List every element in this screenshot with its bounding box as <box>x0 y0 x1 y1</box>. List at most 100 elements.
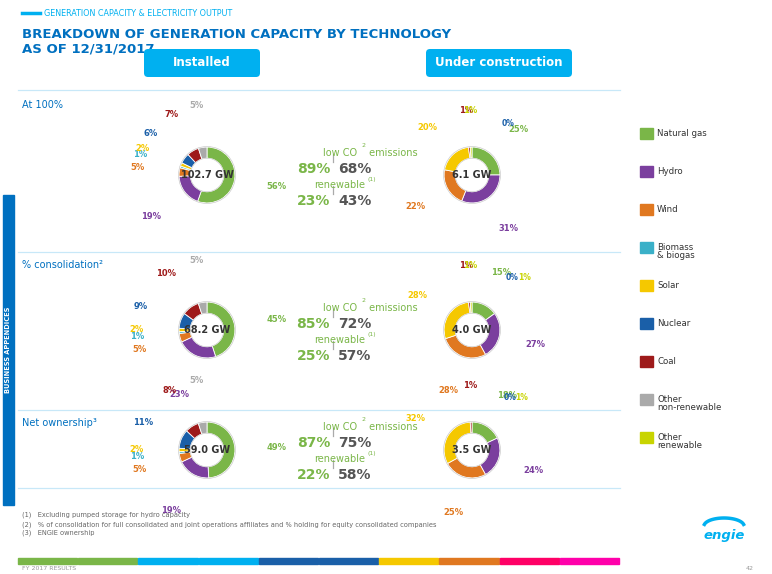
Text: 6.1 GW: 6.1 GW <box>452 170 492 180</box>
Bar <box>198 558 258 564</box>
Text: Coal: Coal <box>657 356 676 366</box>
Text: BUSINESS APPENDICES: BUSINESS APPENDICES <box>5 307 12 393</box>
Wedge shape <box>181 163 192 170</box>
Wedge shape <box>444 302 470 339</box>
Text: 28%: 28% <box>438 386 458 395</box>
Text: 1%: 1% <box>133 150 147 159</box>
Text: engie: engie <box>703 529 745 542</box>
Text: emissions: emissions <box>366 148 418 158</box>
Text: 1%: 1% <box>463 261 477 270</box>
Text: 45%: 45% <box>266 315 286 324</box>
Text: 0%: 0% <box>506 273 519 282</box>
Wedge shape <box>179 431 195 449</box>
Text: 19%: 19% <box>141 212 161 221</box>
Text: 10%: 10% <box>156 269 176 278</box>
Wedge shape <box>179 448 190 452</box>
Wedge shape <box>198 302 207 314</box>
Text: FY 2017 RESULTS: FY 2017 RESULTS <box>22 566 76 571</box>
Text: 1%: 1% <box>130 332 144 341</box>
Wedge shape <box>198 422 207 434</box>
Bar <box>640 204 653 215</box>
Wedge shape <box>207 422 235 478</box>
Text: 25%: 25% <box>444 508 464 517</box>
Text: 49%: 49% <box>267 443 287 452</box>
Text: (3)   ENGIE ownership: (3) ENGIE ownership <box>22 530 94 537</box>
Text: GENERATION CAPACITY & ELECTRICITY OUTPUT: GENERATION CAPACITY & ELECTRICITY OUTPUT <box>44 9 232 17</box>
Text: 18%: 18% <box>497 391 516 400</box>
Text: non-renewable: non-renewable <box>657 402 721 412</box>
Wedge shape <box>179 452 191 462</box>
Text: 0%: 0% <box>502 118 514 127</box>
Wedge shape <box>470 147 472 158</box>
Text: 102.7 GW: 102.7 GW <box>181 170 233 180</box>
Text: 2: 2 <box>362 143 366 148</box>
Text: 5%: 5% <box>189 257 203 265</box>
Text: 9%: 9% <box>134 302 148 311</box>
Text: 42: 42 <box>746 566 754 571</box>
Bar <box>259 558 318 564</box>
Bar <box>560 558 619 564</box>
Text: 5%: 5% <box>189 102 203 110</box>
Text: Under construction: Under construction <box>435 56 563 69</box>
Text: Installed: Installed <box>173 56 231 69</box>
Wedge shape <box>179 332 191 342</box>
Text: emissions: emissions <box>366 422 418 432</box>
Text: (2)   % of consolidation for full consolidated and joint operations affiliates a: (2) % of consolidation for full consolid… <box>22 521 436 528</box>
Text: (1)   Excluding pumped storage for hydro capacity: (1) Excluding pumped storage for hydro c… <box>22 512 190 518</box>
Bar <box>640 432 653 443</box>
Bar <box>640 242 653 253</box>
Wedge shape <box>179 451 191 453</box>
Wedge shape <box>179 176 201 201</box>
Text: 25%: 25% <box>508 125 528 134</box>
Text: 1%: 1% <box>459 261 473 270</box>
Bar <box>379 558 438 564</box>
Text: & biogas: & biogas <box>657 250 695 259</box>
Text: 2: 2 <box>362 298 366 303</box>
Text: 22%: 22% <box>296 468 330 482</box>
Bar <box>640 128 653 139</box>
Text: 11%: 11% <box>133 418 153 426</box>
Text: 23%: 23% <box>296 194 330 208</box>
Bar <box>499 558 559 564</box>
Wedge shape <box>179 313 194 329</box>
Wedge shape <box>198 147 207 159</box>
Text: low CO: low CO <box>323 148 357 158</box>
Text: 2: 2 <box>362 417 366 422</box>
Text: 28%: 28% <box>407 290 427 300</box>
Text: 3.5 GW: 3.5 GW <box>452 445 492 455</box>
Wedge shape <box>179 168 191 176</box>
Text: 2%: 2% <box>135 144 149 153</box>
Text: Natural gas: Natural gas <box>657 129 706 138</box>
Text: 89%: 89% <box>296 162 330 176</box>
Text: 1%: 1% <box>130 452 144 461</box>
Text: (1): (1) <box>368 177 377 182</box>
Wedge shape <box>448 458 486 478</box>
Text: 1%: 1% <box>516 393 529 401</box>
Text: 4.0 GW: 4.0 GW <box>452 325 492 335</box>
Text: 5%: 5% <box>189 377 203 385</box>
Text: Solar: Solar <box>657 281 679 289</box>
Wedge shape <box>472 147 500 175</box>
Wedge shape <box>207 302 235 356</box>
Text: (1): (1) <box>368 451 377 456</box>
Text: 2%: 2% <box>130 445 144 455</box>
Text: 22%: 22% <box>405 202 425 211</box>
Text: 1%: 1% <box>463 381 477 390</box>
FancyBboxPatch shape <box>426 49 572 77</box>
Text: 31%: 31% <box>499 224 519 233</box>
Bar <box>640 394 653 405</box>
Text: 0%: 0% <box>503 394 516 402</box>
Text: 72%: 72% <box>338 317 371 331</box>
Text: 32%: 32% <box>405 414 425 423</box>
Wedge shape <box>470 302 472 313</box>
Text: Other: Other <box>657 394 682 404</box>
Wedge shape <box>472 302 495 320</box>
Wedge shape <box>198 147 235 203</box>
Wedge shape <box>444 422 471 463</box>
Text: % consolidation²: % consolidation² <box>22 260 103 270</box>
Text: 68%: 68% <box>338 162 371 176</box>
Text: 5%: 5% <box>130 163 144 172</box>
Bar <box>138 558 198 564</box>
Text: At 100%: At 100% <box>22 100 63 110</box>
Text: emissions: emissions <box>366 303 418 313</box>
